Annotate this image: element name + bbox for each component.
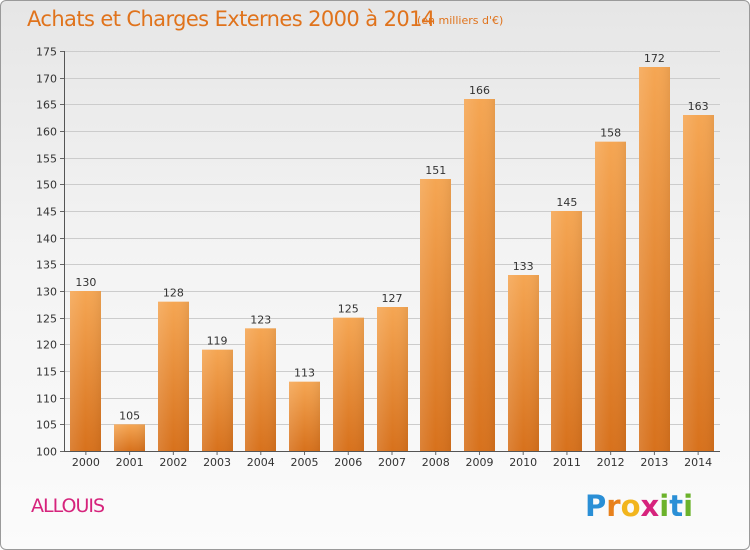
bar-shade-2014 [683, 115, 714, 451]
logo-letter: i [659, 489, 670, 523]
logo-letter: o [620, 489, 641, 523]
data-label: 113 [294, 367, 315, 380]
chart-title: Achats et Charges Externes 2000 à 2014 [27, 7, 435, 31]
y-tick-label: 115 [36, 366, 57, 379]
y-tick-label: 155 [36, 153, 57, 166]
x-tick-label: 2001 [116, 456, 144, 469]
data-label: 163 [688, 100, 709, 113]
x-tick-label: 2014 [684, 456, 712, 469]
data-label: 145 [556, 196, 577, 209]
proxiti-logo: Proxiti [585, 489, 693, 523]
bar-shade-2013 [639, 67, 670, 451]
x-tick-label: 2003 [203, 456, 231, 469]
bar-shade-2010 [508, 275, 539, 451]
logo-letter: r [606, 489, 621, 523]
x-tick-label: 2006 [334, 456, 362, 469]
data-label: 123 [250, 313, 271, 326]
chart-subtitle: (en milliers d'€) [417, 14, 504, 27]
bars [70, 67, 714, 451]
data-label: 127 [382, 292, 403, 305]
x-tick-label: 2009 [465, 456, 493, 469]
y-tick-label: 120 [36, 339, 57, 352]
logo-letter: x [640, 489, 660, 523]
y-tick-labels: 100 105 110 115 120 125 130 135 140 145 150 155 160 1… [36, 46, 57, 459]
y-tick-label: 125 [36, 313, 57, 326]
x-tick-label: 2007 [378, 456, 406, 469]
y-tick-label: 170 [36, 73, 57, 86]
bar-shade-2001 [114, 424, 145, 451]
bar-shade-2000 [70, 291, 101, 451]
data-label: 105 [119, 409, 140, 422]
bar-shade-2004 [245, 328, 276, 451]
x-tick-label: 2008 [422, 456, 450, 469]
x-tick-label: 2012 [597, 456, 625, 469]
y-tick-label: 100 [36, 446, 57, 459]
y-tick-label: 160 [36, 126, 57, 139]
data-label: 151 [425, 164, 446, 177]
bar-shade-2007 [377, 307, 408, 451]
x-tick-label: 2005 [291, 456, 319, 469]
axes [64, 51, 720, 452]
x-tick-label: 2010 [509, 456, 537, 469]
logo-letter: P [585, 489, 607, 523]
y-tick-label: 105 [36, 419, 57, 432]
bar-shade-2012 [595, 141, 626, 451]
bar-shade-2002 [158, 301, 189, 451]
data-label: 133 [513, 260, 534, 273]
x-tick-labels: 2000 2001 2002 2003 2004 2005 2006 2007 2008 2009… [72, 456, 712, 469]
x-tick-label: 2011 [553, 456, 581, 469]
data-label: 125 [338, 303, 359, 316]
y-tick-label: 145 [36, 206, 57, 219]
x-tick-label: 2004 [247, 456, 275, 469]
bar-shade-2009 [464, 99, 495, 451]
bar-shade-2008 [420, 179, 451, 451]
data-label: 119 [207, 335, 228, 348]
y-tick-label: 140 [36, 233, 57, 246]
bar-shade-2011 [551, 211, 582, 451]
bar-shade-2006 [333, 317, 364, 451]
data-label: 158 [600, 127, 621, 140]
y-tick-label: 130 [36, 286, 57, 299]
data-labels: 130 105 128 119 123 113 125 127 151 166 133 145 158 1… [75, 52, 708, 422]
logo-letter: i [683, 489, 694, 523]
x-tick-label: 2000 [72, 456, 100, 469]
y-tick-label: 165 [36, 99, 57, 112]
bar-shade-2005 [289, 381, 320, 451]
y-tick-label: 150 [36, 179, 57, 192]
bar-shade-2003 [202, 349, 233, 451]
logo-letter: t [669, 489, 684, 523]
x-tick-label: 2002 [159, 456, 187, 469]
x-tick-label: 2013 [640, 456, 668, 469]
data-label: 128 [163, 287, 184, 300]
data-label: 130 [75, 276, 96, 289]
data-label: 172 [644, 52, 665, 65]
commune-name: ALLOUIS [31, 495, 105, 517]
y-tick-label: 175 [36, 46, 57, 59]
y-tick-label: 110 [36, 393, 57, 406]
y-tick-label: 135 [36, 259, 57, 272]
data-label: 166 [469, 84, 490, 97]
